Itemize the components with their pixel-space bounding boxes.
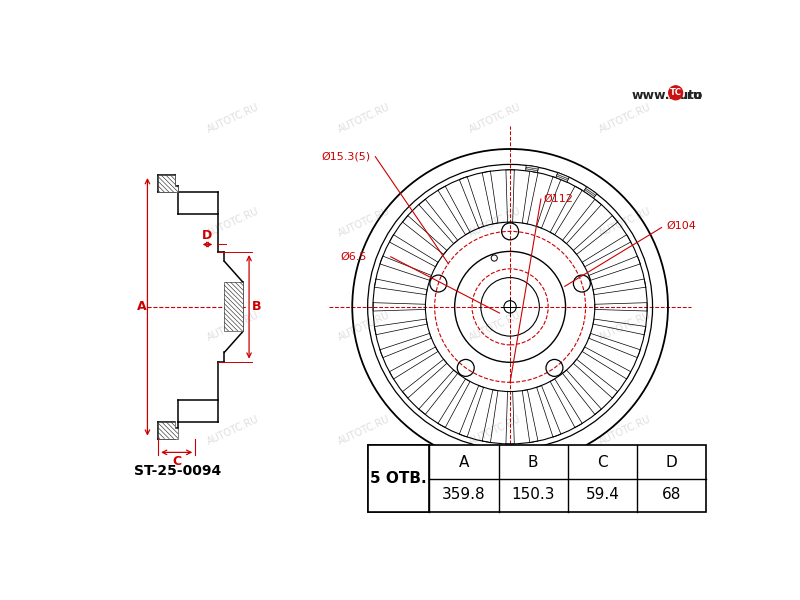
Polygon shape [526, 166, 538, 173]
Text: AUTOTC.RU: AUTOTC.RU [598, 310, 654, 343]
Text: ST-25-0094: ST-25-0094 [134, 464, 221, 478]
Text: AUTOTC.RU: AUTOTC.RU [598, 413, 654, 446]
Text: Ø104: Ø104 [666, 221, 696, 231]
Text: C: C [597, 455, 608, 470]
Text: AUTOTC.RU: AUTOTC.RU [336, 102, 391, 134]
Text: AUTOTC.RU: AUTOTC.RU [206, 310, 261, 343]
Polygon shape [584, 187, 597, 198]
Text: AUTOTC.RU: AUTOTC.RU [598, 206, 654, 239]
Text: Ø15.3(5): Ø15.3(5) [322, 152, 370, 161]
Bar [368, 445, 430, 512]
Text: AUTOTC.RU: AUTOTC.RU [467, 102, 522, 134]
Text: 59.4: 59.4 [586, 487, 619, 502]
Text: A: A [458, 455, 469, 470]
Text: 150.3: 150.3 [511, 487, 555, 502]
Text: D: D [666, 455, 678, 470]
Text: AUTOTC.RU: AUTOTC.RU [467, 413, 522, 446]
Text: AUTOTC.RU: AUTOTC.RU [336, 206, 391, 239]
Text: B: B [252, 301, 262, 313]
Text: Ø112: Ø112 [543, 194, 573, 204]
Text: TC: TC [670, 88, 682, 97]
Text: www.Auto: www.Auto [632, 89, 703, 102]
Text: Ø6.5: Ø6.5 [341, 252, 367, 262]
Polygon shape [225, 282, 243, 331]
Bar [368, 445, 706, 512]
Text: .ru: .ru [682, 89, 702, 102]
Text: AUTOTC.RU: AUTOTC.RU [336, 413, 391, 446]
Text: D: D [202, 229, 213, 242]
Text: AUTOTC.RU: AUTOTC.RU [206, 413, 261, 446]
Text: AUTOTC.RU: AUTOTC.RU [467, 206, 522, 239]
Text: AUTOTC.RU: AUTOTC.RU [598, 102, 654, 134]
Circle shape [669, 86, 682, 100]
Polygon shape [158, 422, 178, 439]
Text: 5 ОТВ.: 5 ОТВ. [370, 471, 426, 486]
Text: AUTOTC.RU: AUTOTC.RU [336, 310, 391, 343]
Text: 359.8: 359.8 [442, 487, 486, 502]
Text: AUTOTC.RU: AUTOTC.RU [206, 102, 261, 134]
Text: AUTOTC.RU: AUTOTC.RU [467, 310, 522, 343]
Text: C: C [172, 455, 182, 468]
Polygon shape [158, 175, 178, 192]
Polygon shape [556, 173, 569, 182]
Text: A: A [137, 301, 146, 313]
Text: AUTOTC.RU: AUTOTC.RU [206, 206, 261, 239]
Text: B: B [528, 455, 538, 470]
Text: 68: 68 [662, 487, 682, 502]
